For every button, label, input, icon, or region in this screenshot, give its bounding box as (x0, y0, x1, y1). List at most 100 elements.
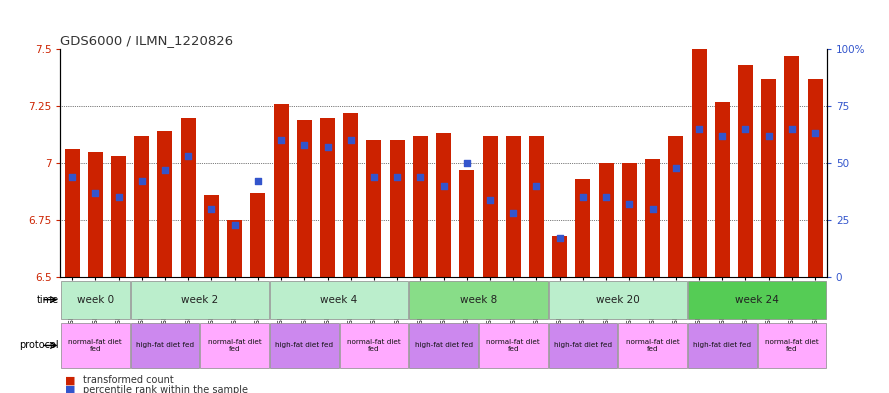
Bar (621, 163, 637, 277)
Point (622, 201, 637, 207)
Bar (204, 195, 219, 277)
Bar (251, 193, 266, 277)
Point (645, 206, 660, 212)
Bar (549, 323, 617, 367)
Text: high-fat diet fed: high-fat diet fed (693, 342, 751, 349)
Text: week 2: week 2 (181, 295, 219, 305)
Bar (618, 323, 687, 367)
Point (320, 144, 334, 150)
Text: week 8: week 8 (460, 295, 497, 305)
Bar (157, 131, 172, 277)
Text: normal-fat diet
fed: normal-fat diet fed (68, 339, 122, 352)
Text: high-fat diet fed: high-fat diet fed (414, 342, 473, 349)
Text: high-fat diet fed: high-fat diet fed (276, 342, 333, 349)
Bar (274, 104, 289, 277)
Point (762, 132, 776, 139)
Bar (343, 113, 358, 277)
Bar (669, 136, 684, 277)
Point (367, 174, 381, 180)
Point (436, 183, 451, 189)
Bar (270, 323, 339, 367)
Bar (598, 163, 613, 277)
Bar (389, 140, 404, 277)
Point (808, 130, 822, 137)
Point (529, 183, 543, 189)
Point (158, 167, 172, 173)
Bar (340, 323, 408, 367)
Bar (111, 156, 126, 277)
Point (390, 174, 404, 180)
Bar (807, 79, 822, 277)
Point (111, 194, 125, 200)
Text: week 4: week 4 (321, 295, 357, 305)
Bar (412, 136, 428, 277)
Point (669, 165, 683, 171)
Bar (409, 281, 548, 319)
Bar (549, 281, 687, 319)
Point (204, 206, 219, 212)
Point (88, 189, 102, 196)
Point (692, 126, 706, 132)
Bar (409, 323, 478, 367)
Bar (688, 323, 757, 367)
Point (181, 153, 196, 160)
Bar (761, 79, 776, 277)
Point (785, 126, 799, 132)
Bar (320, 118, 335, 277)
Point (297, 142, 311, 148)
Bar (200, 323, 269, 367)
Point (65, 174, 79, 180)
Text: transformed count: transformed count (83, 375, 173, 385)
Text: normal-fat diet
fed: normal-fat diet fed (486, 339, 541, 352)
Bar (757, 323, 826, 367)
Bar (227, 220, 242, 277)
Point (715, 132, 729, 139)
Bar (180, 118, 196, 277)
Text: percentile rank within the sample: percentile rank within the sample (83, 385, 248, 393)
Bar (270, 281, 408, 319)
Point (274, 137, 288, 143)
Bar (366, 140, 381, 277)
Bar (575, 179, 590, 277)
Text: high-fat diet fed: high-fat diet fed (136, 342, 194, 349)
Bar (715, 101, 730, 277)
Text: ■: ■ (65, 375, 76, 385)
Point (506, 210, 520, 217)
Bar (479, 323, 548, 367)
Bar (460, 170, 475, 277)
Point (599, 194, 613, 200)
Bar (688, 281, 826, 319)
Bar (131, 281, 269, 319)
Bar (552, 236, 567, 277)
Text: high-fat diet fed: high-fat diet fed (554, 342, 612, 349)
Bar (297, 120, 312, 277)
Text: week 24: week 24 (735, 295, 779, 305)
Text: GDS6000 / ILMN_1220826: GDS6000 / ILMN_1220826 (60, 34, 234, 47)
Point (576, 194, 590, 200)
Bar (645, 158, 661, 277)
Bar (784, 56, 799, 277)
Point (739, 126, 753, 132)
Bar (483, 136, 498, 277)
Text: time: time (36, 295, 59, 305)
Text: normal-fat diet
fed: normal-fat diet fed (626, 339, 679, 352)
Text: ■: ■ (65, 385, 76, 393)
Bar (88, 152, 103, 277)
Point (228, 222, 242, 228)
Bar (738, 65, 753, 277)
Bar (134, 136, 149, 277)
Bar (529, 136, 544, 277)
Point (483, 196, 497, 203)
Bar (131, 323, 199, 367)
Bar (506, 136, 521, 277)
Text: normal-fat diet
fed: normal-fat diet fed (208, 339, 261, 352)
Text: normal-fat diet
fed: normal-fat diet fed (765, 339, 819, 352)
Text: normal-fat diet
fed: normal-fat diet fed (347, 339, 401, 352)
Point (413, 174, 428, 180)
Point (460, 160, 474, 166)
Bar (436, 134, 451, 277)
Text: week 20: week 20 (596, 295, 640, 305)
Bar (692, 49, 707, 277)
Point (344, 137, 358, 143)
Bar (65, 149, 80, 277)
